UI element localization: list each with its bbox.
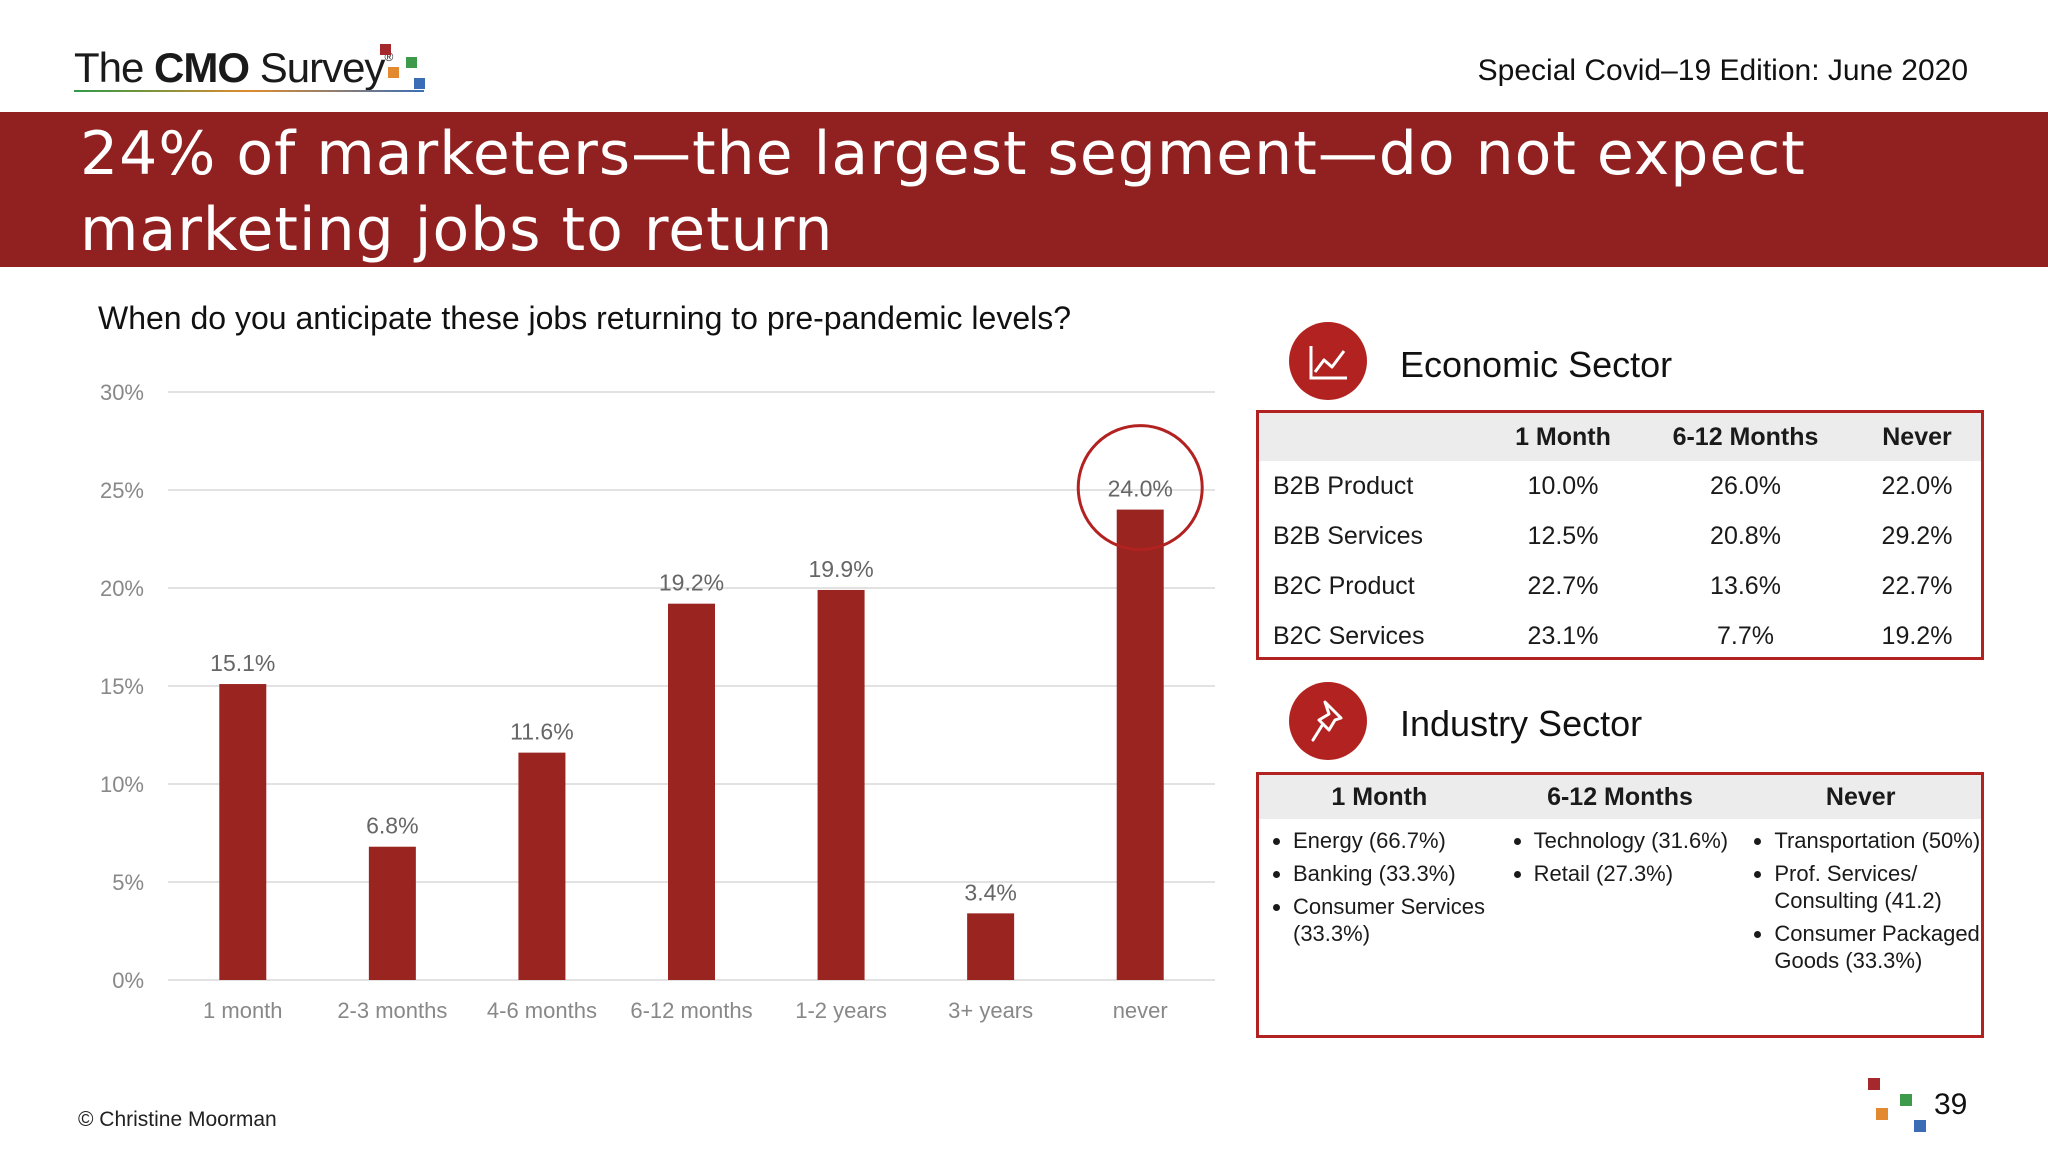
list-item: Consumer Packaged Goods (33.3%) xyxy=(1774,920,1981,974)
copyright: © Christine Moorman xyxy=(78,1108,277,1131)
chart-question: When do you anticipate these jobs return… xyxy=(98,300,1072,336)
table-header-cell: 1 Month xyxy=(1331,783,1428,811)
cmo-survey-logo: The CMO Survey® xyxy=(74,40,434,100)
x-tick-label: 2-3 months xyxy=(337,998,447,1023)
table-cell: 23.1% xyxy=(1527,621,1599,650)
economic-sector-title: Economic Sector xyxy=(1400,344,1673,385)
economic-sector-table: 1 Month 6-12 Months Never B2B Product 10… xyxy=(1256,410,1984,660)
table-cell: B2B Product xyxy=(1273,471,1414,500)
logo-square-blue xyxy=(414,78,425,89)
logo-wordmark: The CMO Survey® xyxy=(74,44,393,91)
table-cell: 22.7% xyxy=(1527,571,1599,600)
table-header-cell: Never xyxy=(1825,783,1896,811)
table-cell: B2C Product xyxy=(1273,571,1415,600)
bar xyxy=(967,913,1015,980)
table-header-cell: 6-12 Months xyxy=(1547,783,1693,811)
industry-column-1-month: Energy (66.7%) Banking (33.3%) Consumer … xyxy=(1259,827,1500,980)
industry-column-6-12-months: Technology (31.6%) Retail (27.3%) xyxy=(1500,827,1741,980)
logo-square-red xyxy=(380,44,391,55)
table-cell: 22.7% xyxy=(1881,571,1953,600)
table-cell: 22.0% xyxy=(1881,471,1953,500)
table-header-row: 1 Month 6-12 Months Never xyxy=(1259,413,1981,461)
table-cell: 10.0% xyxy=(1527,471,1599,500)
x-tick-label: 1-2 years xyxy=(795,998,887,1023)
footer-square-green xyxy=(1900,1094,1912,1106)
list-item: Transportation (50%) xyxy=(1774,827,1981,854)
table-header-cell: 6-12 Months xyxy=(1638,413,1853,461)
table-cell: 12.5% xyxy=(1527,521,1599,550)
x-tick-label: 4-6 months xyxy=(487,998,597,1023)
footer-square-red xyxy=(1868,1078,1880,1090)
bar xyxy=(219,684,267,980)
table-cell: 13.6% xyxy=(1710,571,1781,600)
line-chart-icon xyxy=(1289,322,1367,400)
y-tick-label: 20% xyxy=(100,576,144,601)
y-tick-label: 15% xyxy=(100,674,144,699)
table-cell: 7.7% xyxy=(1717,621,1774,650)
page-number: 39 xyxy=(1934,1088,1968,1121)
data-label: 11.6% xyxy=(510,719,574,745)
data-label: 15.1% xyxy=(210,650,275,676)
list-item: Energy (66.7%) xyxy=(1293,827,1500,854)
table-cell: 19.2% xyxy=(1881,621,1953,650)
y-tick-label: 25% xyxy=(100,478,144,503)
list-item: Retail (27.3%) xyxy=(1534,860,1741,887)
bar xyxy=(1116,509,1164,980)
industry-sector-table: 1 Month 6-12 Months Never Energy (66.7%)… xyxy=(1256,772,1984,1038)
y-tick-label: 30% xyxy=(100,380,144,405)
table-row: B2B Services 12.5% 20.8% 29.2% xyxy=(1259,511,1981,561)
footer-square-orange xyxy=(1876,1108,1888,1120)
list-item: Consumer Services (33.3%) xyxy=(1293,893,1500,947)
data-label: 6.8% xyxy=(366,813,418,839)
bar xyxy=(817,589,865,980)
x-tick-label: 3+ years xyxy=(948,998,1033,1023)
highlight-circle xyxy=(1076,424,1204,552)
list-item: Banking (33.3%) xyxy=(1293,860,1500,887)
bar xyxy=(518,752,566,980)
table-row: B2C Services 23.1% 7.7% 19.2% xyxy=(1259,611,1981,661)
logo-square-orange xyxy=(388,67,399,78)
y-tick-label: 0% xyxy=(112,968,144,993)
data-label: 19.9% xyxy=(808,556,873,582)
table-header-cell: 1 Month xyxy=(1488,413,1638,461)
industry-column-never: Transportation (50%) Prof. Services/ Con… xyxy=(1740,827,1981,980)
edition-label: Special Covid–19 Edition: June 2020 xyxy=(1477,54,1968,87)
y-tick-label: 5% xyxy=(112,870,144,895)
table-header-cell xyxy=(1259,413,1488,461)
table-cell: B2B Services xyxy=(1273,521,1424,550)
bar xyxy=(368,846,416,980)
table-row: B2C Product 22.7% 13.6% 22.7% xyxy=(1259,561,1981,611)
industry-sector-title: Industry Sector xyxy=(1400,703,1643,744)
data-label: 24.0% xyxy=(1108,476,1173,502)
table-cell: 26.0% xyxy=(1710,471,1781,500)
table-cell: B2C Services xyxy=(1273,621,1425,650)
x-tick-label: 1 month xyxy=(203,998,282,1023)
pushpin-icon xyxy=(1289,682,1367,760)
table-header-row: 1 Month 6-12 Months Never xyxy=(1259,775,1981,819)
footer-square-blue xyxy=(1914,1120,1926,1132)
table-row: B2B Product 10.0% 26.0% 22.0% xyxy=(1259,461,1981,511)
logo-underline xyxy=(74,90,424,92)
table-cell: 20.8% xyxy=(1710,521,1781,550)
slide-title: 24% of marketers—the largest segment—do … xyxy=(80,119,1806,265)
logo-square-green xyxy=(406,57,417,68)
data-label: 19.2% xyxy=(659,570,724,596)
title-banner: 24% of marketers—the largest segment—do … xyxy=(0,112,2048,267)
list-item: Prof. Services/ Consulting (41.2) xyxy=(1774,860,1981,914)
x-tick-label: never xyxy=(1113,998,1168,1023)
y-tick-label: 10% xyxy=(100,772,144,797)
table-header-cell: Never xyxy=(1853,413,1981,461)
bar-chart: 0% 5% 10% 15% 20% 25% 30% 15.1% 1 month 6.8% 2-3 m… xyxy=(100,380,1215,1023)
data-label: 3.4% xyxy=(964,879,1016,905)
x-tick-label: 6-12 months xyxy=(630,998,752,1023)
list-item: Technology (31.6%) xyxy=(1534,827,1741,854)
table-cell: 29.2% xyxy=(1881,521,1953,550)
bar xyxy=(668,603,715,980)
